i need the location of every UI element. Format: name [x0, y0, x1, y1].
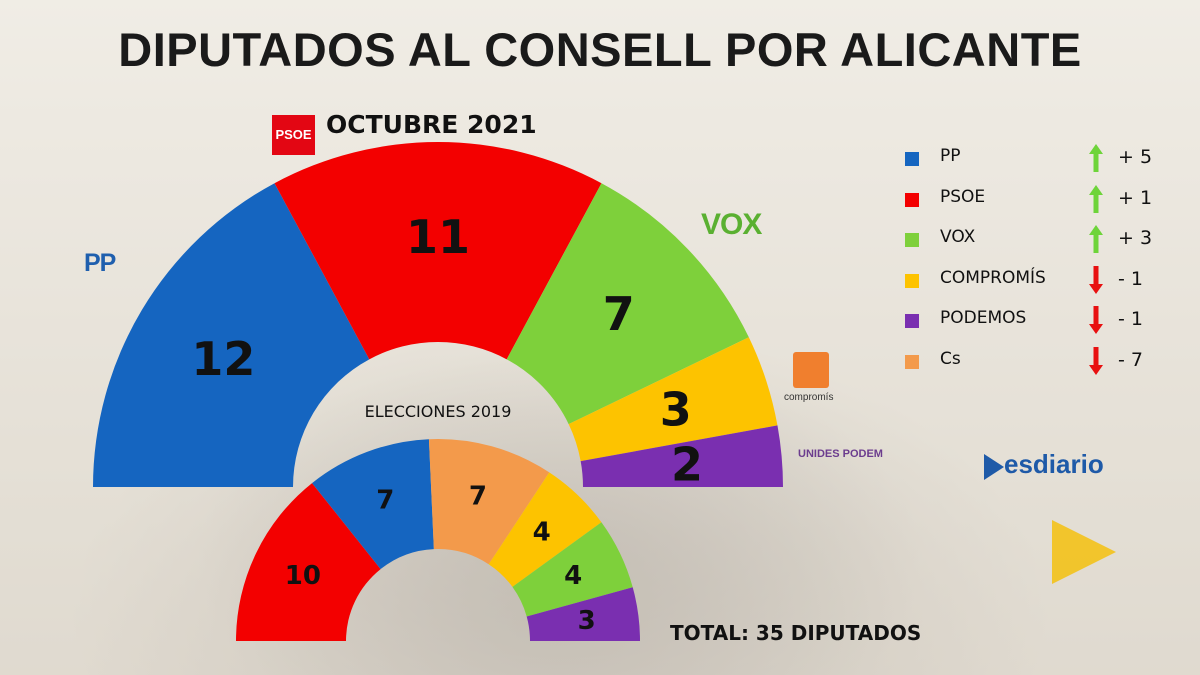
segment-pp	[312, 439, 434, 570]
segment-podemos	[580, 425, 783, 487]
legend-label: PSOE	[940, 186, 986, 207]
segment-compromís	[568, 337, 778, 462]
legend-change: + 3	[1118, 227, 1153, 249]
segment-label-compromís: 3	[660, 383, 692, 437]
esdiario-play-icon	[984, 454, 1004, 480]
esdiario-logo: esdiario	[1004, 449, 1104, 479]
legend-label: VOX	[940, 227, 976, 247]
segment-podemos	[526, 587, 640, 641]
segment-label-cs: 7	[469, 481, 487, 511]
chart-elecciones-2019-title: ELECCIONES 2019	[365, 402, 512, 421]
segment-compromís	[488, 472, 602, 587]
legend-label: PP	[940, 146, 961, 166]
segment-label-psoe: 11	[406, 210, 470, 264]
legend-swatch	[905, 354, 919, 369]
legend-change: + 1	[1118, 186, 1153, 209]
segment-psoe	[274, 141, 602, 360]
legend-swatch	[905, 192, 919, 207]
segment-label-vox: 4	[564, 561, 582, 591]
chart-octubre-2021: 12 11 732	[93, 141, 783, 492]
segment-vox	[506, 183, 749, 425]
legend-change: - 7	[1118, 348, 1143, 371]
legend-change: - 1	[1118, 308, 1143, 330]
arrow-up-icon	[1089, 225, 1103, 253]
compromis-logo-icon	[793, 352, 829, 388]
legend-item-pp: PP + 5	[905, 143, 1175, 184]
vox-logo: VOX	[701, 208, 762, 241]
total-label: TOTAL: 35 DIPUTADOS	[670, 621, 921, 645]
segment-pp	[93, 183, 370, 488]
legend-swatch	[905, 314, 919, 328]
brand-triangle-icon	[1052, 520, 1116, 584]
legend-swatch	[905, 152, 919, 166]
legend-label: COMPROMÍS	[940, 267, 1046, 288]
chart-octubre-2021-title: OCTUBRE 2021	[326, 110, 537, 139]
arrow-down-icon	[1089, 265, 1103, 294]
segment-label-podemos: 2	[671, 438, 703, 492]
page-title: DIPUTADOS AL CONSELL POR ALICANTE	[118, 23, 1082, 76]
legend: PP + 5 PSOE + 1 VOX + 3 COMPROMÍS - 1 PODEMOS - 1…	[905, 143, 1175, 386]
legend-label: PODEMOS	[940, 308, 1027, 328]
segment-label-vox: 7	[603, 287, 635, 341]
segment-label-podemos: 3	[578, 606, 596, 636]
segment-cs	[428, 439, 550, 565]
legend-change: + 5	[1118, 146, 1153, 168]
arrow-down-icon	[1089, 306, 1103, 334]
segment-psoe	[236, 483, 381, 641]
legend-item-psoe: PSOE + 1	[905, 184, 1175, 225]
legend-item-cs: Cs - 7	[905, 346, 1175, 387]
arrow-up-icon	[1089, 144, 1103, 172]
psoe-logo: PSOE	[272, 115, 315, 155]
legend-swatch	[905, 233, 919, 247]
segment-label-pp: 12	[191, 332, 255, 386]
legend-item-podemos: PODEMOS - 1	[905, 305, 1175, 346]
arrow-down-icon	[1089, 346, 1103, 375]
segment-label-pp: 7	[376, 486, 394, 516]
compromis-logo: compromís	[784, 392, 834, 403]
legend-item-compromís: COMPROMÍS - 1	[905, 265, 1175, 306]
pp-logo: PP	[84, 249, 116, 277]
legend-item-vox: VOX + 3	[905, 224, 1175, 265]
legend-swatch	[905, 273, 919, 288]
podem-logo: UNIDES PODEM	[798, 448, 883, 460]
legend-change: - 1	[1118, 267, 1143, 290]
segment-label-compromís: 4	[533, 518, 551, 548]
chart-elecciones-2019: 10 7 7 44 3	[236, 439, 640, 641]
segment-vox	[512, 522, 633, 617]
segment-label-psoe: 10	[285, 561, 321, 591]
arrow-up-icon	[1089, 184, 1103, 213]
legend-label: Cs	[940, 348, 961, 369]
